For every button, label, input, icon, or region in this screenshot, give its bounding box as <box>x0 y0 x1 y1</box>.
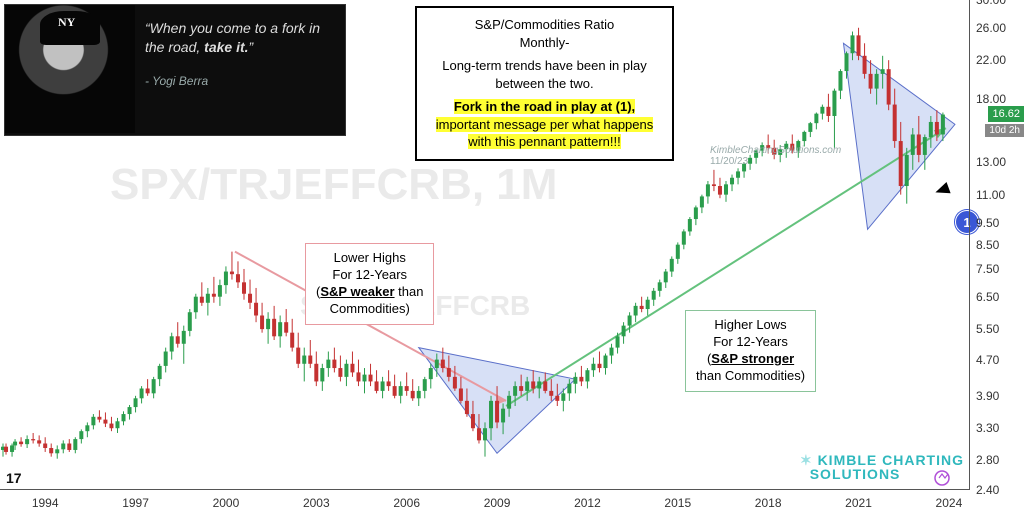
x-tick: 2024 <box>936 496 963 510</box>
y-tick: 2.80 <box>976 453 999 467</box>
lower-highs-annotation: Lower Highs For 12-Years (S&P weaker tha… <box>305 243 434 325</box>
x-tick: 2009 <box>484 496 511 510</box>
y-tick: 18.00 <box>976 92 1006 106</box>
green-l2: For 12-Years <box>696 334 805 351</box>
y-tick: 3.90 <box>976 389 999 403</box>
y-tick: 30.00 <box>976 0 1006 7</box>
quote-line: “When you come to a fork in the road, ta… <box>145 20 320 55</box>
higher-lows-annotation: Higher Lows For 12-Years (S&P stronger t… <box>685 310 816 392</box>
last-price-tag: 16.62 <box>988 106 1024 122</box>
x-tick: 1997 <box>122 496 149 510</box>
x-tick: 2015 <box>664 496 691 510</box>
x-tick: 2018 <box>755 496 782 510</box>
y-tick: 11.00 <box>976 188 1005 202</box>
pink-l1: Lower Highs <box>316 250 423 267</box>
green-l3: (S&P stronger <box>696 351 805 368</box>
y-tick: 22.00 <box>976 53 1006 67</box>
quote-panel: “When you come to a fork in the road, ta… <box>4 4 346 136</box>
callout-hl-1: Fork in the road in play at (1), <box>454 99 635 114</box>
x-tick: 2012 <box>574 496 601 510</box>
kimble-logo: ✶ KIMBLE CHARTING SOLUTIONS <box>800 453 964 482</box>
pink-l4: Commodities) <box>316 301 423 318</box>
callout-title-1: S&P/Commodities Ratio <box>429 16 660 34</box>
header-callout: S&P/Commodities Ratio Monthly- Long-term… <box>415 6 674 161</box>
y-tick: 26.00 <box>976 21 1006 35</box>
tradingview-logo-icon: 17 <box>6 470 19 486</box>
x-tick: 2021 <box>845 496 872 510</box>
y-tick: 2.40 <box>976 483 999 497</box>
quote-text: “When you come to a fork in the road, ta… <box>135 5 345 135</box>
y-axis: 16.62 10d 2h 2.402.803.303.904.705.506.5… <box>969 0 1024 490</box>
y-tick: 6.50 <box>976 290 999 304</box>
pink-l3: (S&P weaker than <box>316 284 423 301</box>
portrait-photo <box>5 5 135 133</box>
cap-icon <box>40 11 100 45</box>
x-tick: 1994 <box>32 496 59 510</box>
countdown-tag: 10d 2h <box>985 124 1024 137</box>
x-tick: 2000 <box>213 496 240 510</box>
green-l4: than Commodities) <box>696 368 805 385</box>
callout-title-2: Monthly- <box>429 34 660 52</box>
y-tick: 13.00 <box>976 155 1006 169</box>
y-tick: 8.50 <box>976 238 999 252</box>
source-stamp: KimbleChartingSolutions.com 11/20/23 <box>710 145 841 167</box>
y-tick: 3.30 <box>976 421 999 435</box>
callout-hl-2: important message per what happens with … <box>436 117 654 150</box>
y-tick: 9.50 <box>976 216 999 230</box>
y-tick: 7.50 <box>976 262 999 276</box>
quote-attribution: - Yogi Berra <box>145 73 335 89</box>
x-tick: 2006 <box>393 496 420 510</box>
x-tick: 2003 <box>303 496 330 510</box>
callout-line-3: Long-term trends have been in play betwe… <box>429 57 660 92</box>
y-tick: 4.70 <box>976 353 999 367</box>
pink-l2: For 12-Years <box>316 267 423 284</box>
y-tick: 5.50 <box>976 322 999 336</box>
green-l1: Higher Lows <box>696 317 805 334</box>
x-axis: 1994 1997 2000 2003 2006 2009 2012 2015 2018 2021… <box>0 489 970 522</box>
